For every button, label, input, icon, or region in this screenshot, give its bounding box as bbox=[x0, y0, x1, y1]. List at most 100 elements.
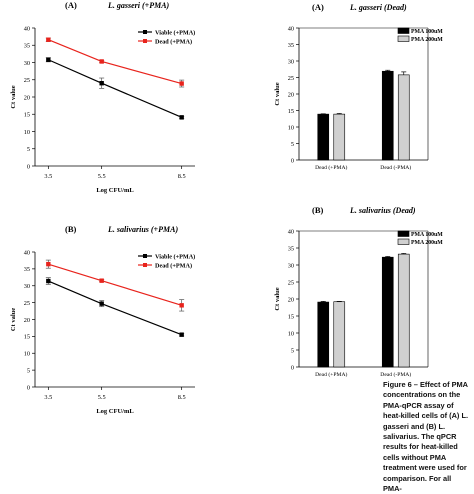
y-tick-label: 20 bbox=[24, 94, 30, 101]
panel-letter: (A) bbox=[312, 2, 324, 12]
data-point bbox=[99, 278, 104, 283]
y-tick-label: 30 bbox=[24, 60, 30, 67]
bar bbox=[381, 70, 394, 161]
bar bbox=[397, 74, 410, 161]
chart-title: L. gasseri (+PMA) bbox=[107, 1, 170, 10]
legend-label: PMA 100uM bbox=[411, 29, 443, 35]
y-tick-label: 40 bbox=[24, 25, 30, 32]
data-point bbox=[179, 332, 184, 337]
series-line bbox=[48, 39, 182, 85]
y-tick-label: 0 bbox=[291, 364, 294, 371]
y-tick-label: 30 bbox=[288, 262, 294, 269]
bar bbox=[397, 253, 410, 368]
y-tick-label: 10 bbox=[288, 124, 294, 131]
y-tick-label: 35 bbox=[24, 43, 30, 50]
y-tick-label: 10 bbox=[288, 330, 294, 337]
bar bbox=[317, 113, 330, 161]
y-tick-label: 5 bbox=[291, 347, 294, 354]
bar bbox=[333, 301, 346, 368]
x-tick-label: 5.5 bbox=[98, 394, 106, 401]
legend-marker bbox=[143, 263, 147, 267]
y-tick-label: 20 bbox=[24, 317, 30, 324]
bar bbox=[333, 113, 346, 161]
series-line bbox=[48, 263, 182, 306]
legend-label: Dead (+PMA) bbox=[155, 262, 192, 269]
y-tick-label: 30 bbox=[288, 58, 294, 65]
y-tick-label: 5 bbox=[27, 146, 30, 153]
y-tick-label: 15 bbox=[288, 108, 294, 115]
y-tick-label: 10 bbox=[24, 351, 30, 358]
data-point bbox=[46, 37, 51, 42]
y-tick-label: 0 bbox=[27, 384, 30, 391]
x-tick-label: Dead (+PMA) bbox=[315, 164, 347, 171]
legend-label: Viable (+PMA) bbox=[155, 253, 195, 260]
legend-swatch bbox=[397, 35, 410, 42]
y-tick-label: 5 bbox=[27, 367, 30, 374]
legend-label: PMA 200uM bbox=[411, 240, 443, 246]
y-axis-label: Ct value bbox=[10, 308, 17, 331]
chart-title: L. gasseri (Dead) bbox=[349, 3, 407, 12]
y-tick-label: 30 bbox=[24, 283, 30, 290]
figure-canvas: (A) L. gasseri (+PMA) 0 5 10 15 20 25 30 35 40 Ct v… bbox=[10, 0, 468, 493]
y-tick-label: 10 bbox=[24, 129, 30, 136]
y-axis-label: Ct value bbox=[274, 287, 281, 310]
legend-swatch bbox=[397, 27, 410, 34]
data-point bbox=[46, 261, 51, 267]
y-tick-label: 40 bbox=[288, 25, 294, 32]
x-tick-label: Dead (-PMA) bbox=[380, 371, 411, 378]
y-tick-label: 35 bbox=[24, 266, 30, 273]
legend-marker bbox=[143, 39, 147, 43]
figure-caption: Figure 6 – Effect of PMA concentrations … bbox=[383, 380, 471, 494]
series-line bbox=[48, 59, 182, 118]
y-tick-label: 20 bbox=[288, 91, 294, 98]
data-point bbox=[46, 278, 51, 284]
chart-title: L. salivarius (Dead) bbox=[349, 206, 416, 215]
x-tick-label: 8.5 bbox=[178, 394, 186, 401]
y-axis-label: Ct value bbox=[10, 85, 17, 108]
data-point bbox=[99, 301, 104, 306]
panel-letter: (B) bbox=[312, 205, 324, 215]
y-tick-label: 5 bbox=[291, 141, 294, 148]
y-tick-label: 25 bbox=[24, 300, 30, 307]
legend-swatch bbox=[397, 230, 410, 237]
legend-marker bbox=[143, 254, 147, 258]
figure-svg: (A) L. gasseri (+PMA) 0 5 10 15 20 25 30 35 40 Ct v… bbox=[10, 0, 443, 415]
bar bbox=[317, 301, 330, 368]
y-tick-label: 15 bbox=[288, 313, 294, 320]
x-axis-label: Log CFU/mL bbox=[96, 187, 134, 194]
y-tick-label: 25 bbox=[288, 75, 294, 82]
x-axis-label: Log CFU/mL bbox=[96, 408, 134, 415]
x-tick-label: Dead (+PMA) bbox=[315, 371, 347, 378]
legend-label: PMA 100uM bbox=[411, 232, 443, 238]
y-tick-label: 15 bbox=[24, 112, 30, 119]
data-point bbox=[99, 59, 104, 64]
data-point bbox=[99, 81, 104, 86]
panel-letter: (B) bbox=[65, 224, 77, 234]
y-tick-label: 35 bbox=[288, 42, 294, 49]
y-tick-label: 25 bbox=[288, 279, 294, 286]
x-tick-label: 8.5 bbox=[178, 173, 186, 180]
y-axis-label: Ct value bbox=[274, 82, 281, 105]
bar bbox=[381, 256, 394, 368]
data-point bbox=[179, 81, 184, 86]
caption-text: Figure 6 – Effect of PMA concentrations … bbox=[383, 380, 469, 494]
series-line bbox=[48, 280, 182, 336]
y-tick-label: 15 bbox=[24, 334, 30, 341]
legend-label: Viable (+PMA) bbox=[155, 29, 195, 36]
y-tick-label: 40 bbox=[24, 249, 30, 256]
legend-swatch bbox=[397, 238, 410, 245]
y-tick-label: 40 bbox=[288, 228, 294, 235]
chart-title: L. salivarius (+PMA) bbox=[107, 225, 178, 234]
x-tick-label: 3.5 bbox=[44, 394, 52, 401]
data-point bbox=[46, 57, 51, 62]
y-tick-label: 25 bbox=[24, 77, 30, 84]
panel-letter: (A) bbox=[65, 0, 77, 10]
data-point bbox=[179, 303, 184, 308]
x-tick-label: 5.5 bbox=[98, 173, 106, 180]
data-point bbox=[179, 115, 184, 120]
x-tick-label: Dead (-PMA) bbox=[380, 164, 411, 171]
legend-label: PMA 200uM bbox=[411, 37, 443, 43]
legend-label: Dead (+PMA) bbox=[155, 38, 192, 45]
legend-marker bbox=[143, 30, 147, 34]
y-tick-label: 35 bbox=[288, 245, 294, 252]
